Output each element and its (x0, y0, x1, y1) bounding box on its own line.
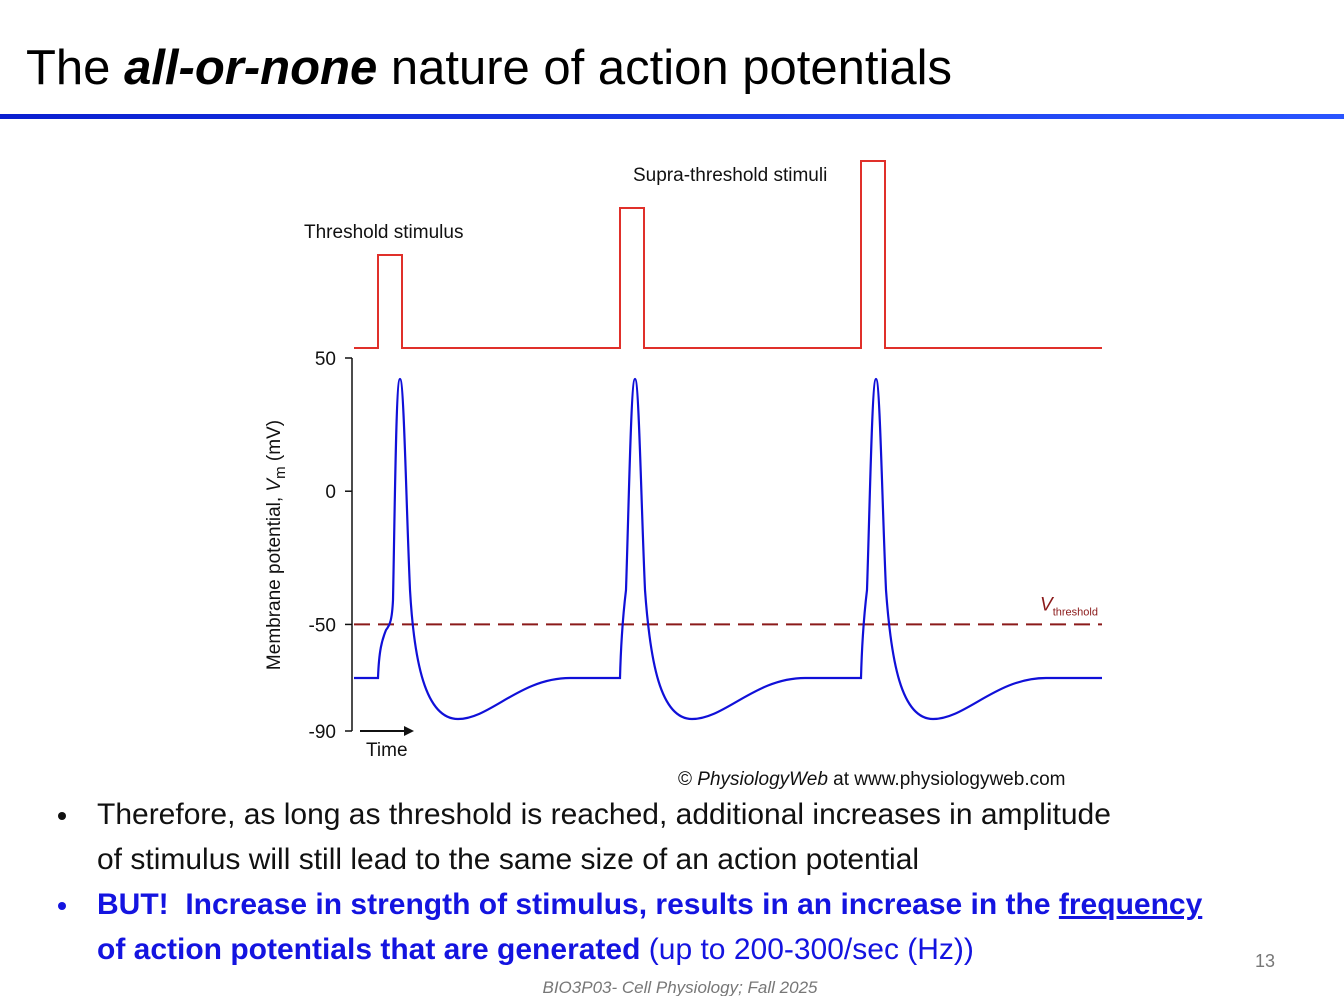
slide-title: The all-or-none nature of action potenti… (26, 41, 952, 95)
underlined-text: frequency (1059, 888, 1203, 921)
membrane-trace (354, 377, 1102, 721)
y-tick-label: 50 (315, 349, 336, 370)
footer: BIO3P03- Cell Physiology; Fall 2025 (543, 978, 819, 996)
bullet-text: of stimulus will still lead to the same … (97, 843, 919, 876)
threshold-label: Vthreshold (1040, 594, 1098, 618)
title-emphasis: all-or-none (124, 41, 377, 95)
y-tick-label: 0 (325, 482, 336, 503)
label-sub: threshold (1053, 606, 1098, 618)
label-sub: m (272, 466, 289, 479)
label-text: Membrane potential, (264, 492, 285, 671)
credit-brand: PhysiologyWeb (697, 769, 828, 790)
figure-credit: © PhysiologyWeb at www.physiologyweb.com (678, 769, 1066, 790)
bold-text: BUT! Increase in strength of stimulus, r… (97, 888, 1059, 921)
y-axis-label: Membrane potential, Vm (mV) (264, 420, 289, 670)
credit-text: at www.physiologyweb.com (828, 769, 1066, 790)
bullet-dot (58, 812, 66, 820)
plain-text: (up to 200-300/sec (Hz)) (640, 933, 973, 966)
y-axis: 50 0 -50 -90 (309, 349, 353, 743)
y-tick-label: -90 (309, 722, 336, 743)
title-text: nature of action potentials (391, 41, 952, 95)
label-var: V (1040, 594, 1055, 615)
credit-text: © (678, 769, 692, 790)
stimulus-label: Supra-threshold stimuli (633, 165, 827, 186)
stimulus-label: Threshold stimulus (304, 222, 463, 243)
title-text: The (26, 41, 110, 95)
title-rule (0, 114, 1344, 119)
x-axis-label: Time (366, 740, 408, 761)
bullet-text: BUT! Increase in strength of stimulus, r… (97, 888, 1203, 921)
bullet-text: Therefore, as long as threshold is reach… (97, 798, 1111, 831)
bullet-text: of action potentials that are generated … (97, 933, 974, 966)
y-tick-label: -50 (309, 615, 336, 636)
stimulus-trace (354, 160, 1102, 349)
time-arrowhead (404, 726, 414, 736)
label-text: (mV) (264, 420, 285, 466)
bullet-dot (58, 902, 66, 910)
page-number: 13 (1255, 951, 1275, 971)
label-var: V (264, 477, 285, 492)
bold-text: of action potentials that are generated (97, 933, 640, 966)
